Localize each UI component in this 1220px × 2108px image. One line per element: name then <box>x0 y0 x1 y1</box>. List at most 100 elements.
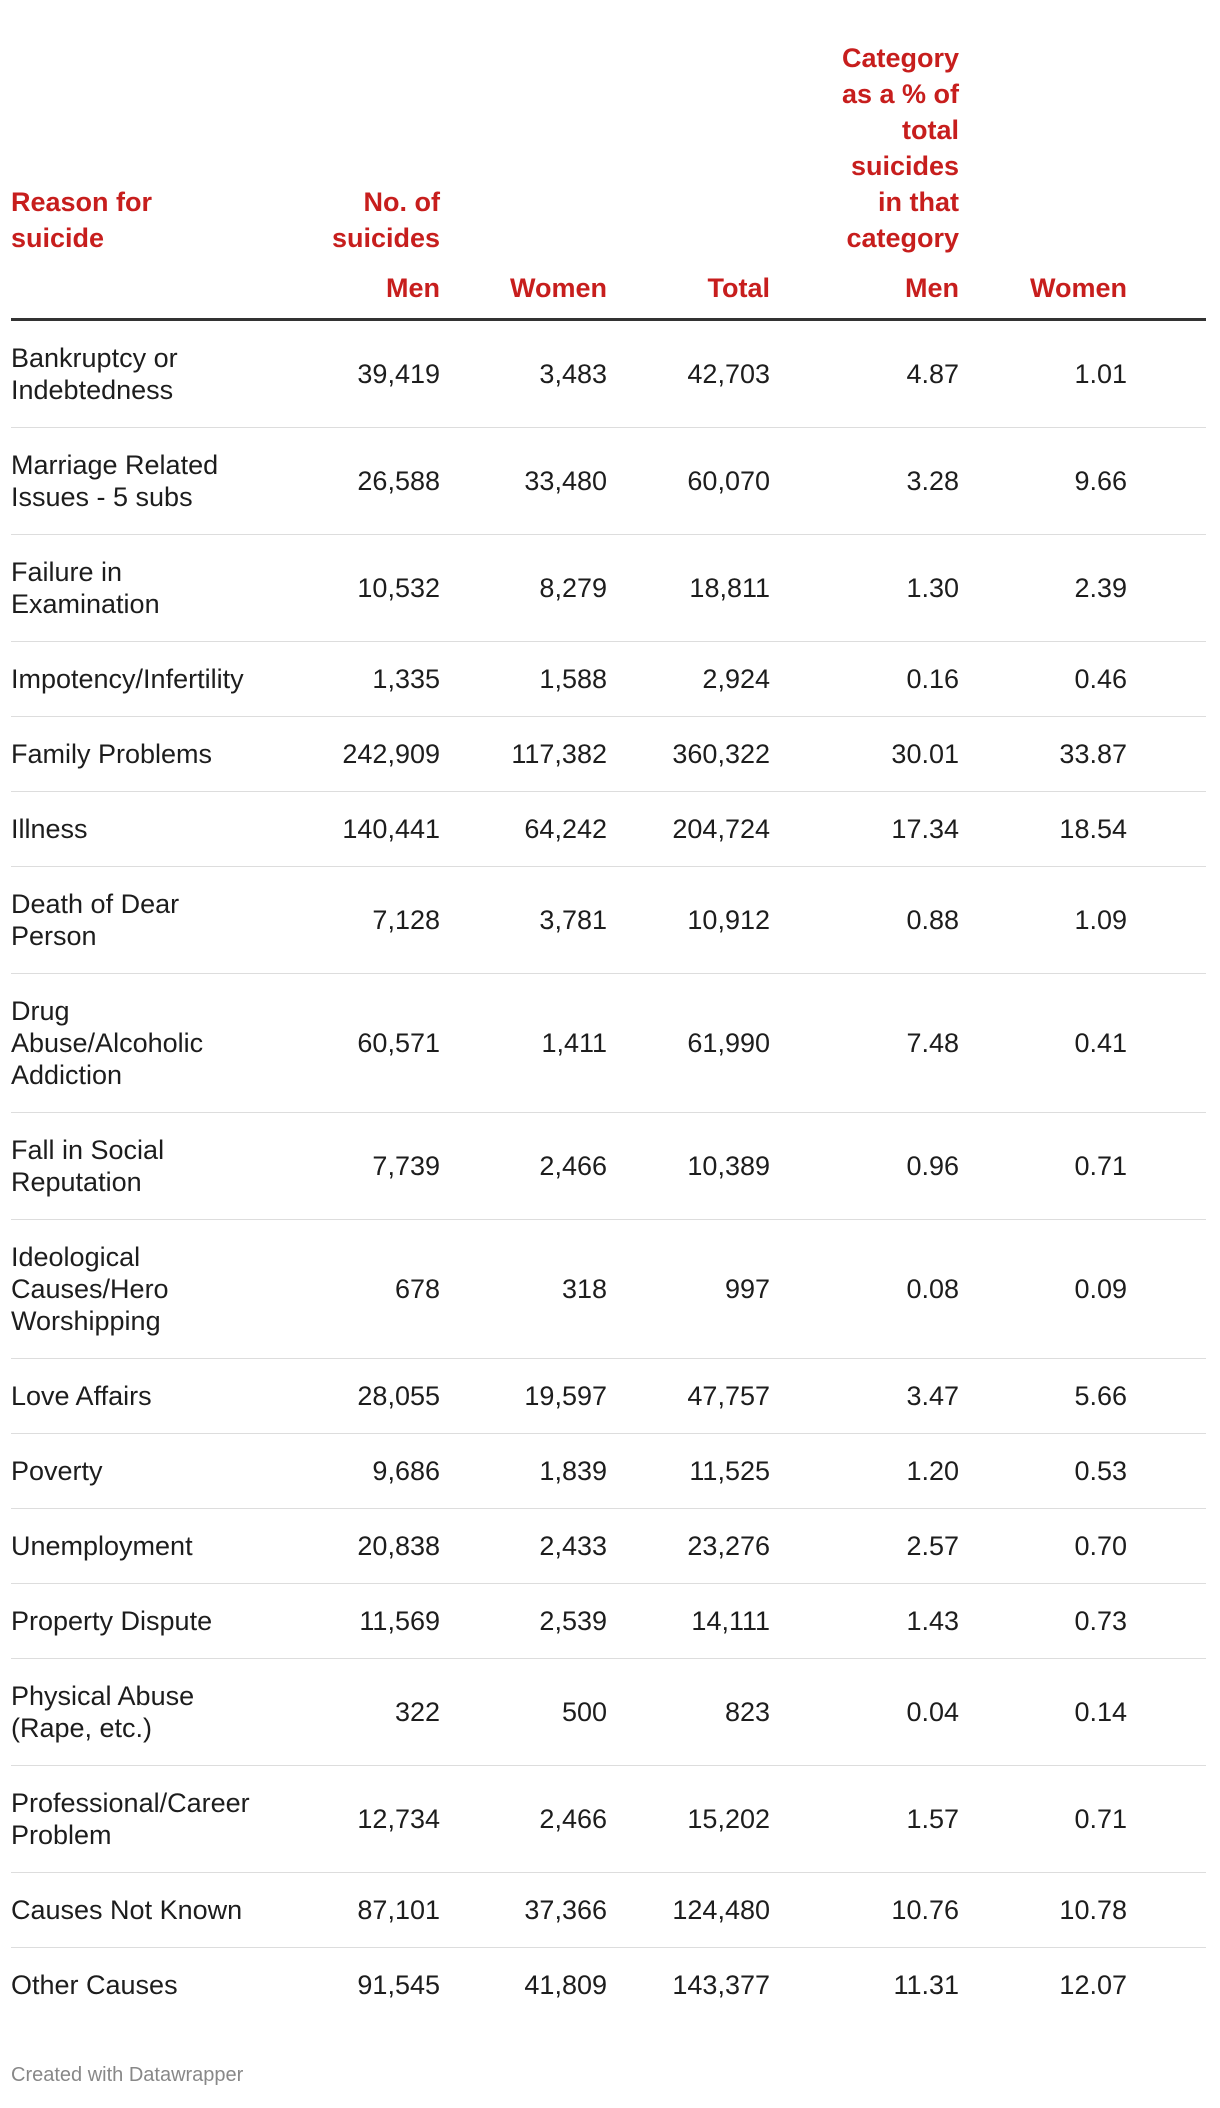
header-text: Category as a % of total suicides in tha… <box>841 43 959 253</box>
table-row: Bankruptcy or Indebtedness 39,419 3,483 42,… <box>11 319 1206 428</box>
cell: 28,055 <box>271 1358 440 1434</box>
column-header-row: MenWomenTotalMenWomenTotal <box>11 256 1206 321</box>
cell: 10,912 <box>607 866 770 974</box>
cell: 12.07 <box>1059 1970 1127 2000</box>
cell: 31.21 <box>1127 716 1206 792</box>
table-row: Death of Dear Person 7,128 3,781 10,912 0.88… <box>11 866 1206 974</box>
row-label: Marriage Related Issues - 5 subs <box>11 427 271 535</box>
table-row: Love Affairs28,05519,59747,7573.475.664.… <box>11 1358 1206 1434</box>
footer: Created with Datawrapper <box>11 2064 244 2086</box>
cell: 0.90 <box>1127 1112 1206 1220</box>
cell: 41,809 <box>524 1970 607 2000</box>
row-label: Death of Dear Person <box>11 866 271 974</box>
cell: 23,276 <box>607 1508 770 1584</box>
cell: 14,111 <box>607 1583 770 1659</box>
cell: 10,532 <box>271 534 440 642</box>
row-label: Property Dispute <box>11 1583 271 1659</box>
cell: 3.70 <box>1127 319 1206 428</box>
cell: 61,990 <box>607 973 770 1113</box>
cell: 1.00 <box>1127 1433 1206 1509</box>
cell: 4.14 <box>1127 1358 1206 1434</box>
row-label: Family Problems <box>11 716 271 792</box>
cell: 7,128 <box>271 866 440 974</box>
cell: 0.71 <box>959 1112 1127 1220</box>
row-label: Other Causes <box>11 1970 178 2000</box>
cell: 9.66 <box>959 427 1127 535</box>
cell: 12,734 <box>271 1765 440 1873</box>
row-label: Fall in Social Reputation <box>11 1112 271 1220</box>
cell: 11.31 <box>893 1970 959 2000</box>
cell: 997 <box>607 1219 770 1359</box>
cell: 2.39 <box>959 534 1127 642</box>
cell: 15,202 <box>607 1765 770 1873</box>
group-header: No. of suicides <box>271 40 440 256</box>
cell: 18,811 <box>607 534 770 642</box>
cell: 10.78 <box>959 1872 1127 1948</box>
column-header: Men <box>271 256 440 321</box>
cell: 3.28 <box>770 427 959 535</box>
column-header: Women <box>959 256 1127 321</box>
cell: 0.07 <box>1127 1658 1206 1766</box>
cell: 0.46 <box>959 641 1127 717</box>
table-row: Professional/Career Problem 12,734 2,466 15… <box>11 1765 1206 1873</box>
row-label: Ideological Causes/Hero Worshipping <box>11 1219 271 1359</box>
cell: 10.76 <box>770 1872 959 1948</box>
cell: 242,909 <box>271 716 440 792</box>
cell: 10.78 <box>1127 1872 1206 1948</box>
column-header: Total <box>607 256 770 321</box>
cell: 1.09 <box>959 866 1127 974</box>
cell: 1.43 <box>770 1583 959 1659</box>
cell: 823 <box>607 1658 770 1766</box>
cell: 143,377 <box>672 1970 770 2000</box>
table-row: Physical Abuse (Rape, etc.) 322 500 823 0.04… <box>11 1658 1206 1766</box>
cell: 60,070 <box>607 427 770 535</box>
cell: 0.16 <box>770 641 959 717</box>
cell: 2,433 <box>440 1508 607 1584</box>
column-header: Total <box>1127 256 1206 321</box>
data-table: Reason for suicide No. of suicides Categ… <box>11 40 1206 2022</box>
row-label: Professional/Career Problem <box>11 1765 271 1873</box>
cell: 140,441 <box>271 791 440 867</box>
cell: 0.08 <box>770 1219 959 1359</box>
table-row: Marriage Related Issues - 5 subs 26,588 33… <box>11 427 1206 535</box>
table-row: Failure in Examination 10,532 8,279 18,811 1… <box>11 534 1206 642</box>
cell: 5.37 <box>1127 973 1206 1113</box>
row-label: Drug Abuse/Alcoholic Addiction <box>11 973 271 1113</box>
table-row: Drug Abuse/Alcoholic Addiction 60,571 1,41… <box>11 973 1206 1113</box>
table-row: Causes Not Known 87,101 37,366 124,480 10.76… <box>11 1872 1206 1948</box>
cell: 39,419 <box>271 319 440 428</box>
cell: 9,686 <box>271 1433 440 1509</box>
row-label: Illness <box>11 791 271 867</box>
cell: 1.01 <box>959 319 1127 428</box>
cell: 1,411 <box>440 973 607 1113</box>
cell: 1.22 <box>1127 1583 1206 1659</box>
cell: 500 <box>440 1658 607 1766</box>
cell: 0.09 <box>1127 1219 1206 1359</box>
table-row: Fall in Social Reputation 7,739 2,466 10,38… <box>11 1112 1206 1220</box>
cell: 1.20 <box>770 1433 959 1509</box>
header-text: Reason for suicide <box>11 187 153 253</box>
row-label: Poverty <box>11 1433 271 1509</box>
cell: 3,781 <box>440 866 607 974</box>
cell: 7,739 <box>271 1112 440 1220</box>
cell: 1.30 <box>770 534 959 642</box>
table-row: Property Dispute 11,569 2,539 14,111 1.43 0.7… <box>11 1583 1206 1659</box>
cell: 3,483 <box>440 319 607 428</box>
table-body: Bankruptcy or Indebtedness 39,419 3,483 42,… <box>11 319 1206 2023</box>
cell: 318 <box>440 1219 607 1359</box>
cell: 322 <box>271 1658 440 1766</box>
table-row: Impotency/Infertility 1,335 1,588 2,924 0.16… <box>11 641 1206 717</box>
group-header: Category as a % of total suicides in tha… <box>770 40 959 256</box>
table-wrapper: Reason for suicide No. of suicides Categ… <box>11 40 1206 2022</box>
table-row: Other Causes 91,545 41,809 143,377 11.31 12.0… <box>11 1948 1206 2023</box>
cell: 17.34 <box>770 791 959 867</box>
cell: 1.32 <box>1127 1765 1206 1873</box>
cell: 1.63 <box>1127 534 1206 642</box>
cell: 2,466 <box>440 1765 607 1873</box>
cell: 0.41 <box>959 973 1127 1113</box>
cell: 0.71 <box>959 1765 1127 1873</box>
cell: 3.47 <box>770 1358 959 1434</box>
